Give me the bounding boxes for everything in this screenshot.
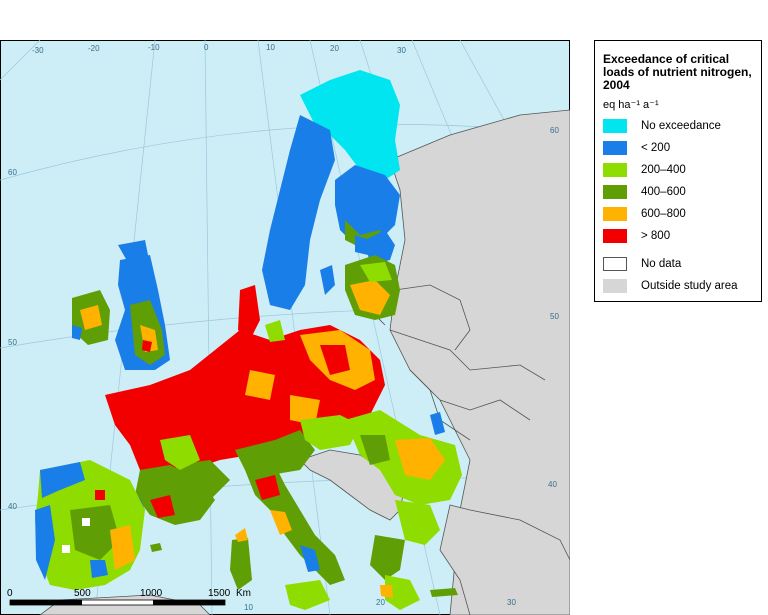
map-legend: Exceedance of critical loads of nutrient… [594, 40, 762, 302]
grid-label-left-2: 50 [8, 338, 17, 347]
baltics [345, 255, 400, 320]
grid-label-right-3: 40 [548, 480, 557, 489]
grid-label-bottom-2: 20 [376, 598, 385, 607]
legend-item: No exceedance [603, 115, 753, 137]
grid-label-bottom-1: 10 [244, 603, 253, 612]
legend-label: 400–600 [641, 186, 686, 198]
grid-label-top-7: 30 [397, 46, 406, 55]
legend-item: 400–600 [603, 181, 753, 203]
scale-label-500: 500 [74, 588, 91, 599]
legend-item: 200–400 [603, 159, 753, 181]
grid-label-top-5: 10 [266, 43, 275, 52]
legend-item: 600–800 [603, 203, 753, 225]
legend-label: 600–800 [641, 208, 686, 220]
legend-swatch [603, 141, 627, 155]
scale-unit: Km [236, 588, 251, 599]
legend-swatch [603, 185, 627, 199]
south-east [345, 410, 462, 610]
legend-item: < 200 [603, 137, 753, 159]
map-canvas: -30 -20 -10 0 10 20 30 60 50 40 60 50 40… [0, 40, 570, 615]
legend-swatch [603, 163, 627, 177]
legend-extra: No data Outside study area [603, 253, 753, 297]
legend-classes: No exceedance < 200 200–400 400–600 600–800 >… [603, 115, 753, 247]
legend-label: < 200 [641, 142, 671, 154]
france [125, 435, 215, 525]
legend-item: Outside study area [603, 275, 753, 297]
legend-unit: eq ha⁻¹ a⁻¹ [603, 99, 659, 111]
legend-label: 200–400 [641, 164, 686, 176]
grid-label-top-4: 0 [204, 43, 209, 52]
grid-label-left-3: 40 [8, 502, 17, 511]
grid-label-right-2: 50 [550, 312, 559, 321]
legend-item: > 800 [603, 225, 753, 247]
italy [230, 465, 345, 610]
scale-label-0: 0 [7, 588, 13, 599]
legend-swatch [603, 229, 627, 243]
grid-label-top-3: -10 [148, 43, 160, 52]
legend-label: No exceedance [641, 120, 721, 132]
british-isles [72, 255, 170, 370]
grid-label-bottom-3: 30 [507, 598, 516, 607]
legend-label: > 800 [641, 230, 671, 242]
scale-label-1000: 1000 [140, 588, 163, 599]
scandinavia [118, 70, 400, 310]
legend-swatch [603, 257, 627, 271]
legend-swatch [603, 279, 627, 293]
legend-swatch [603, 119, 627, 133]
grid-label-top-2: -20 [88, 44, 100, 53]
legend-label: No data [641, 258, 682, 270]
legend-item: No data [603, 253, 753, 275]
legend-label: Outside study area [641, 280, 738, 292]
scale-label-1500: 1500 [208, 588, 231, 599]
legend-swatch [603, 207, 627, 221]
graticule-labels: -30 -20 -10 0 10 20 30 60 50 40 60 50 40… [8, 43, 559, 612]
legend-title: Exceedance of critical loads of nutrient… [603, 52, 752, 92]
iberia [35, 460, 162, 590]
grid-label-left-1: 60 [8, 168, 17, 177]
scale-bar: 0 500 1000 1500 Km [7, 588, 251, 606]
grid-label-top-6: 20 [330, 44, 339, 53]
grid-label-top-1: -30 [32, 46, 44, 55]
grid-label-right-1: 60 [550, 126, 559, 135]
